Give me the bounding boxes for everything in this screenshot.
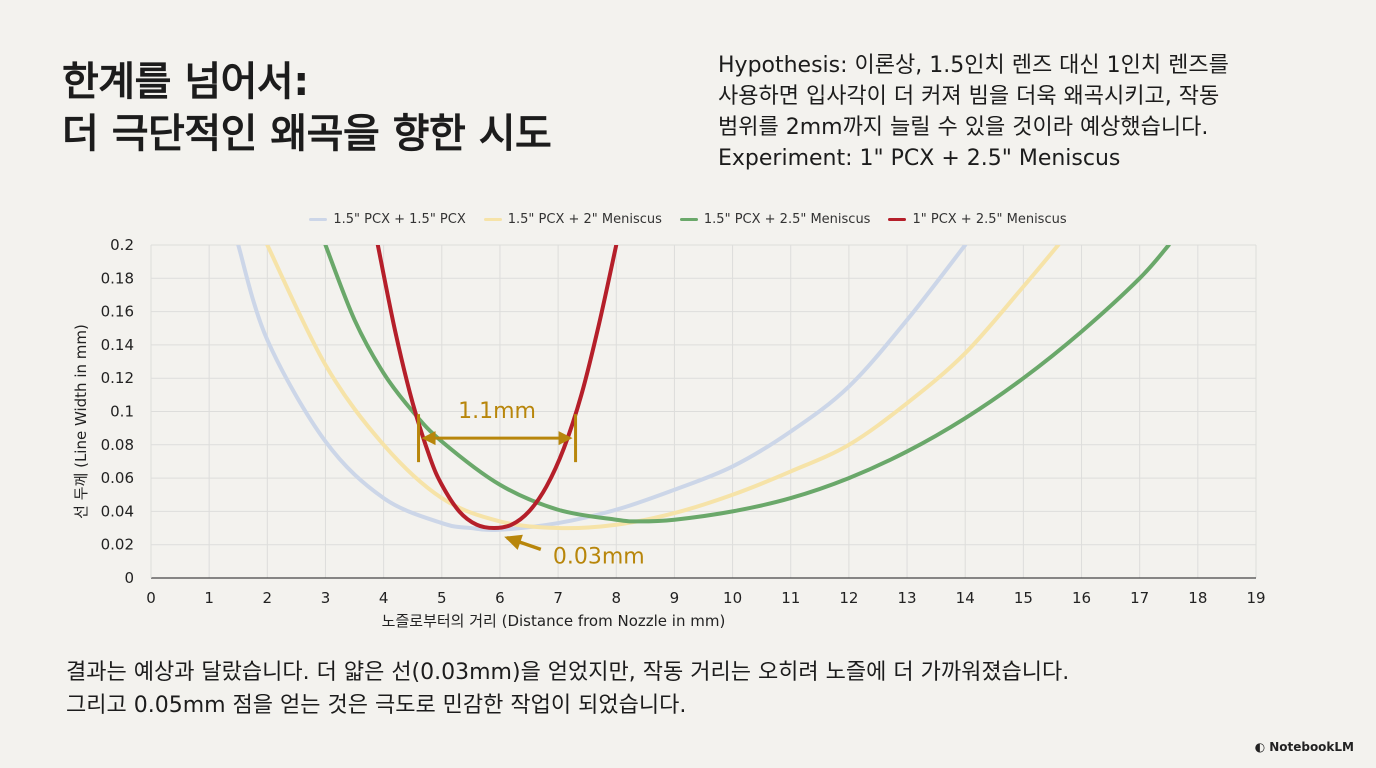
- conclusion-line-2: 그리고 0.05mm 점을 얻는 것은 극도로 민감한 작업이 되었습니다.: [66, 693, 687, 718]
- legend-label: 1.5" PCX + 2" Meniscus: [507, 212, 662, 227]
- x-tick-label: 9: [670, 589, 680, 607]
- legend-item-3: 1.5" PCX + 2.5" Meniscus: [679, 212, 871, 227]
- x-tick-label: 6: [495, 589, 505, 607]
- legend-item-4: 1" PCX + 2.5" Meniscus: [888, 212, 1067, 227]
- legend-label: 1.5" PCX + 2.5" Meniscus: [703, 212, 871, 227]
- legend-item-1: 1.5" PCX + 1.5" PCX: [309, 212, 466, 227]
- x-tick-label: 16: [1072, 589, 1091, 607]
- brand-logo: ◐ NotebookLM: [1255, 740, 1354, 754]
- span-arrowhead-right: [558, 431, 573, 446]
- x-tick-label: 3: [321, 589, 331, 607]
- x-tick-label: 10: [723, 589, 742, 607]
- legend-swatch: [679, 218, 698, 221]
- series-line-4: [375, 245, 619, 531]
- x-tick-label: 2: [263, 589, 273, 607]
- x-tick-label: 4: [379, 589, 389, 607]
- notebooklm-logo-icon: ◐: [1254, 740, 1266, 754]
- x-tick-label: 1: [204, 589, 214, 607]
- x-tick-label: 18: [1188, 589, 1207, 607]
- x-tick-label: 7: [553, 589, 563, 607]
- x-tick-label: 19: [1246, 589, 1265, 607]
- hypothesis-text: Hypothesis: 이론상, 1.5인치 렌즈 대신 1인치 렌즈를 사용하…: [718, 50, 1338, 174]
- legend-label: 1.5" PCX + 1.5" PCX: [333, 212, 466, 227]
- series-line-1: [236, 245, 968, 532]
- x-tick-label: 17: [1130, 589, 1149, 607]
- callout-arrowhead: [504, 534, 523, 550]
- y-axis-title: 선 두께 (Line Width in mm): [72, 324, 90, 519]
- x-tick-label: 8: [611, 589, 621, 607]
- chart-legend: 1.5" PCX + 1.5" PCX 1.5" PCX + 2" Meniscu…: [0, 212, 1376, 227]
- y-tick-label: 0.16: [101, 303, 134, 321]
- legend-item-2: 1.5" PCX + 2" Meniscus: [483, 212, 662, 227]
- x-tick-label: 11: [781, 589, 800, 607]
- y-tick-label: 0.02: [101, 536, 134, 554]
- conclusion-line-1: 결과는 예상과 달랐습니다. 더 얇은 선(0.03mm)을 얻었지만, 작동 …: [66, 660, 1070, 685]
- span-arrowhead-left: [421, 431, 436, 446]
- y-tick-label: 0: [124, 569, 134, 587]
- experiment-line: Experiment: 1" PCX + 2.5" Meniscus: [718, 146, 1121, 171]
- series-line-3: [323, 245, 1171, 524]
- callout-label: 0.03mm: [553, 544, 645, 569]
- legend-swatch: [309, 218, 328, 221]
- y-tick-label: 0.08: [101, 436, 134, 454]
- y-tick-label: 0.04: [101, 502, 134, 520]
- brand-label: NotebookLM: [1269, 740, 1354, 754]
- legend-swatch: [483, 218, 502, 221]
- series-line-2: [265, 245, 1061, 531]
- title-line-2: 더 극단적인 왜곡을 향한 시도: [62, 111, 552, 157]
- y-tick-label: 0.18: [101, 269, 134, 287]
- title-line-1: 한계를 넘어서:: [62, 59, 309, 105]
- legend-swatch: [888, 218, 907, 221]
- page-title: 한계를 넘어서: 더 극단적인 왜곡을 향한 시도: [62, 56, 552, 160]
- legend-label: 1" PCX + 2.5" Meniscus: [912, 212, 1067, 227]
- x-tick-label: 5: [437, 589, 447, 607]
- hypothesis-line-2: 사용하면 입사각이 더 커져 빔을 더욱 왜곡시키고, 작동: [718, 84, 1220, 109]
- x-tick-label: 0: [146, 589, 156, 607]
- hypothesis-line-1: Hypothesis: 이론상, 1.5인치 렌즈 대신 1인치 렌즈를: [718, 53, 1229, 78]
- x-tick-label: 12: [839, 589, 858, 607]
- x-tick-label: 14: [956, 589, 975, 607]
- conclusion-text: 결과는 예상과 달랐습니다. 더 얇은 선(0.03mm)을 얻었지만, 작동 …: [66, 656, 1326, 722]
- y-tick-label: 0.06: [101, 469, 134, 487]
- y-tick-label: 0.12: [101, 369, 134, 387]
- y-tick-label: 0.2: [110, 236, 134, 254]
- hypothesis-line-3: 범위를 2mm까지 늘릴 수 있을 것이라 예상했습니다.: [718, 115, 1209, 140]
- y-tick-label: 0.14: [101, 336, 134, 354]
- y-tick-label: 0.1: [110, 403, 134, 421]
- x-axis-title: 노즐로부터의 거리 (Distance from Nozzle in mm): [382, 612, 726, 630]
- span-label: 1.1mm: [458, 399, 536, 424]
- x-tick-label: 15: [1014, 589, 1033, 607]
- x-tick-label: 13: [898, 589, 917, 607]
